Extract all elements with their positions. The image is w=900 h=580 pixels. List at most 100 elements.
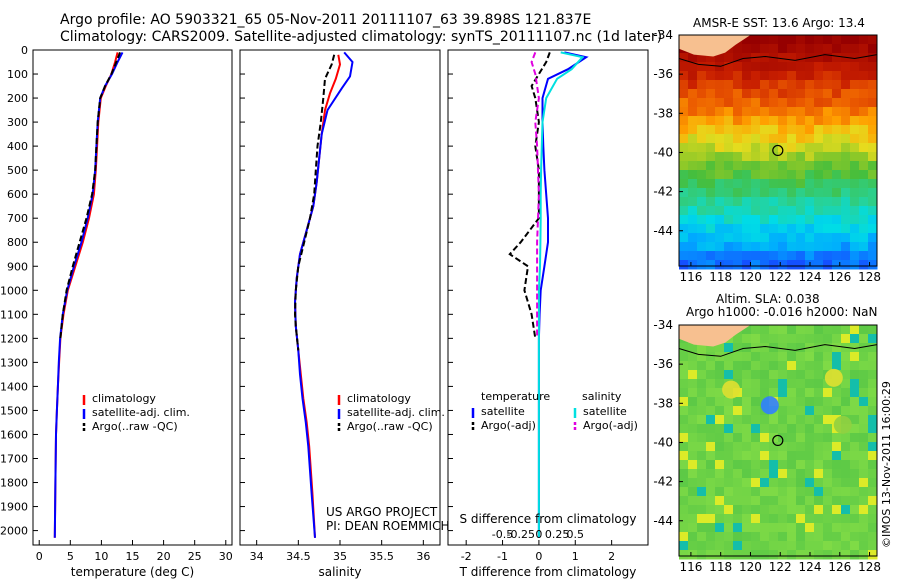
map-sst-cell [841, 134, 851, 144]
map-sla-cell [733, 370, 743, 380]
map-sla-cell [796, 325, 806, 335]
map-sst-cell [859, 170, 869, 180]
map-sst-cell [706, 71, 716, 81]
map-sla-ytick-label: -36 [653, 357, 673, 371]
map-sla-cell [706, 352, 716, 362]
map-sst-cell [688, 116, 698, 126]
map-sla-cell [760, 370, 770, 380]
map-sla-cell [760, 532, 770, 542]
map-sst-cell [742, 35, 752, 45]
map-sst-cell [850, 206, 860, 216]
map-sla-cell [841, 433, 851, 443]
map-sla-cell [796, 334, 806, 344]
map-sla-ytick-label: -42 [653, 475, 673, 489]
map-sst-cell [841, 152, 851, 162]
map-sla-cell [787, 433, 797, 443]
temperature-ytick-label: 800 [7, 236, 28, 249]
map-sst-cell [814, 170, 824, 180]
map-sst-cell [724, 188, 734, 198]
map-sst-cell [679, 188, 689, 198]
map-sst-cell [751, 116, 761, 126]
map-sla-cell [688, 343, 698, 353]
map-sst-cell [778, 215, 788, 225]
map-sla-cell [796, 343, 806, 353]
map-sst-cell [832, 116, 842, 126]
map-sla-cell [733, 532, 743, 542]
map-sst-xtick-label: 122 [769, 270, 792, 284]
map-sst-cell [814, 224, 824, 234]
map-sla-cell [742, 451, 752, 461]
map-sst-cell [688, 215, 698, 225]
map-sst-cell [715, 206, 725, 216]
map-sst-cell [841, 125, 851, 135]
map-sla-cell [868, 505, 878, 515]
map-sla-cell [859, 478, 869, 488]
map-sla-cell [778, 514, 788, 524]
map-sst-cell [724, 206, 734, 216]
map-sla-cell [715, 451, 725, 461]
map-sst-cell [841, 98, 851, 108]
map-sla-cell [823, 451, 833, 461]
map-sla-cell [841, 325, 851, 335]
map-sst-cell [733, 206, 743, 216]
map-sst-cell [760, 179, 770, 189]
map-sst-cell [769, 215, 779, 225]
map-sst-cell [787, 44, 797, 54]
map-sst-cell [841, 44, 851, 54]
map-sla-title-line2: Argo h1000: -0.016 h2000: NaN [686, 305, 878, 319]
map-sla-cell [688, 532, 698, 542]
map-sla-cell [760, 487, 770, 497]
map-sla-cell [805, 433, 815, 443]
map-sst-cell [805, 251, 815, 261]
map-sla-cell [859, 415, 869, 425]
map-sst-cell [697, 206, 707, 216]
map-sla-cell [778, 451, 788, 461]
map-sla-cell [868, 352, 878, 362]
map-sla-cell [868, 424, 878, 434]
map-sst-cell [742, 161, 752, 171]
map-sst-cell [814, 80, 824, 90]
map-sla-cell [787, 478, 797, 488]
map-sla-cell [715, 523, 725, 533]
map-sst-cell [823, 125, 833, 135]
map-sla-cell [706, 478, 716, 488]
map-sla-cell [841, 541, 851, 551]
map-sst-cell [787, 224, 797, 234]
map-sst-cell [742, 143, 752, 153]
map-sla-cell [697, 532, 707, 542]
map-sst-cell [688, 89, 698, 99]
salinity-xtick-label: 34 [250, 550, 264, 563]
map-sst-cell [751, 143, 761, 153]
map-sla-cell [679, 478, 689, 488]
map-sla-cell [679, 514, 689, 524]
map-sla-cell [814, 487, 824, 497]
map-sst-cell [733, 53, 743, 63]
salinity-xtick-label: 35 [333, 550, 347, 563]
map-sla-cell [814, 325, 824, 335]
map-sst-cell [760, 62, 770, 72]
map-sst-cell [760, 242, 770, 252]
map-sst-cell [688, 242, 698, 252]
difference-xtick-label: 2 [608, 550, 615, 563]
map-sla-cell [805, 397, 815, 407]
map-sla-cell [778, 433, 788, 443]
map-sla-cell [814, 478, 824, 488]
temperature-ytick-label: 1500 [0, 404, 28, 417]
map-sst-contour [678, 54, 878, 67]
map-sst-cell [859, 215, 869, 225]
map-sst-cell [697, 161, 707, 171]
map-sst-cell [733, 71, 743, 81]
map-sst-cell [760, 161, 770, 171]
map-sla-cell [679, 550, 689, 560]
map-sla-cell [805, 361, 815, 371]
map-sla-cell [850, 541, 860, 551]
map-sst-cell [733, 80, 743, 90]
map-sst-cell [841, 161, 851, 171]
map-sst-cell [787, 53, 797, 63]
map-sst-cell [787, 242, 797, 252]
map-sst-cell [733, 215, 743, 225]
map-sla-cell [706, 415, 716, 425]
map-sla-cell [823, 433, 833, 443]
map-sla-cell [697, 505, 707, 515]
map-sla-cell [805, 415, 815, 425]
